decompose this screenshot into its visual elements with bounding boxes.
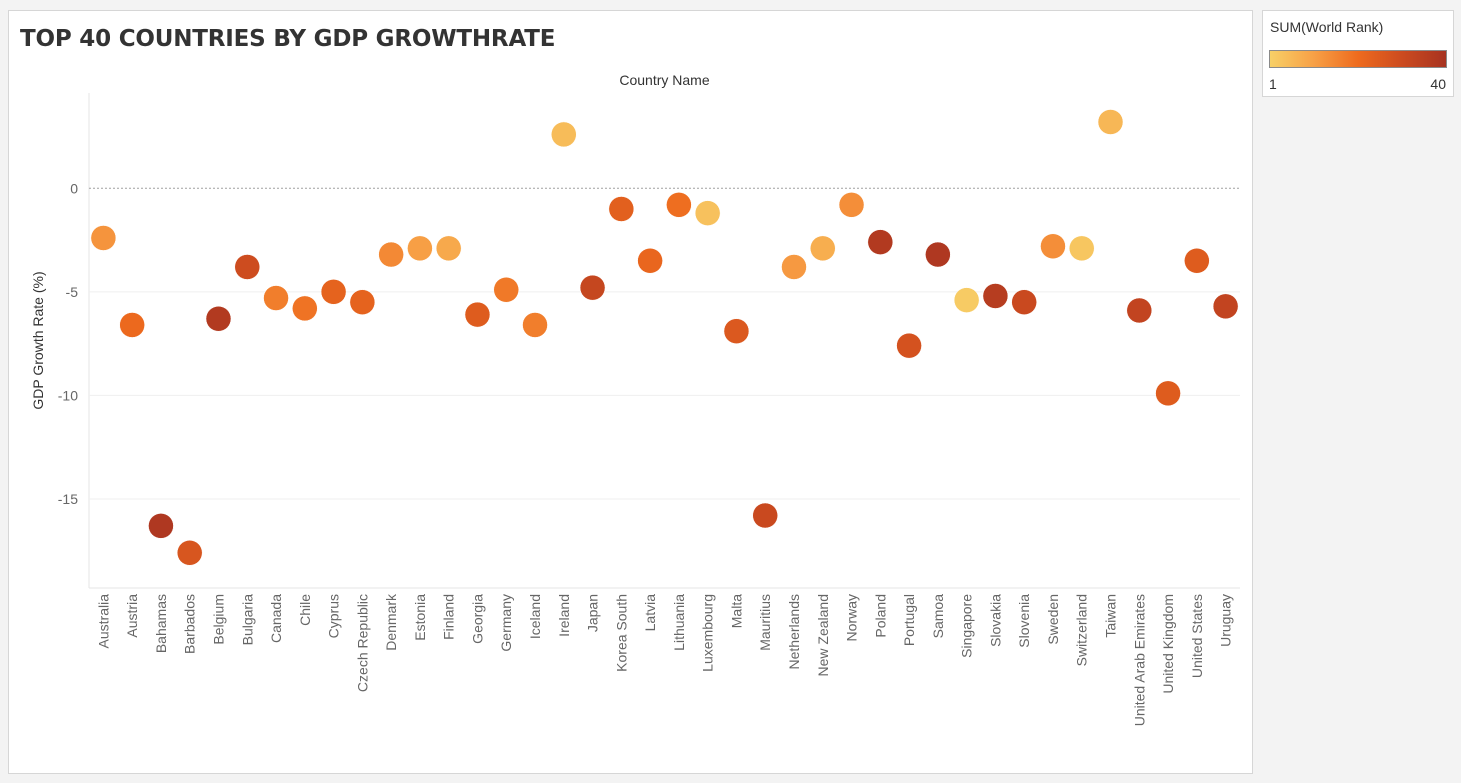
data-point [292,295,318,322]
data-point [781,254,807,280]
data-point [752,502,778,529]
data-point [464,301,491,328]
legend-gradient-bar [1269,50,1447,68]
data-point [608,196,635,222]
x-tick-label: Estonia [412,594,428,641]
x-tick-label: Slovakia [987,594,1003,647]
x-tick-label: Canada [268,594,284,643]
legend-max-label: 40 [1430,76,1446,92]
x-tick-label: Netherlands [786,594,802,670]
x-tick-label: Luxembourg [700,594,716,672]
x-tick-label: Switzerland [1074,594,1090,666]
x-tick-label: Korea South [613,594,629,672]
data-point [493,277,519,303]
chart-panel: TOP 40 COUNTRIES BY GDP GROWTHRATE [8,10,1253,774]
data-point [867,229,894,255]
data-point [435,235,462,262]
data-point [1097,109,1124,135]
x-tick-label: Iceland [527,594,543,639]
x-tick-label: New Zealand [815,594,831,677]
x-tick-label: United Arab Emirates [1131,594,1147,726]
data-point [637,248,663,274]
data-point [1155,380,1181,407]
x-tick-label: Taiwan [1103,594,1119,638]
x-tick-label: Sweden [1045,594,1061,645]
data-point [349,289,376,315]
x-tick-label: Lithuania [671,594,687,651]
column-header-label: Country Name [619,72,709,88]
x-tick-label: Czech Republic [354,594,370,692]
x-tick-label: Chile [297,594,313,626]
y-tick-label: -10 [58,387,78,403]
x-tick-label: Georgia [469,594,485,644]
data-point [263,285,289,311]
x-tick-label: Ireland [556,594,572,637]
chart-title: TOP 40 COUNTRIES BY GDP GROWTHRATE [20,26,556,52]
data-point [320,279,347,305]
x-tick-label: Bulgaria [239,594,255,646]
data-point [579,274,606,301]
y-tick-label: 0 [70,180,78,196]
data-point [723,318,750,344]
data-point [953,287,980,313]
x-tick-label: Denmark [383,593,399,651]
data-point [838,192,865,218]
y-tick-label: -5 [66,284,79,300]
x-tick-label: Belgium [210,594,226,645]
data-point [176,540,203,566]
data-point [148,513,174,539]
legend-min-label: 1 [1269,76,1277,92]
x-tick-label: Malta [728,594,744,628]
data-point [810,235,836,262]
data-point [1011,289,1037,315]
x-tick-label: United States [1189,594,1205,678]
x-tick-label: Finland [441,594,457,640]
y-tick-label: -15 [58,491,78,507]
x-tick-label: Singapore [959,594,975,658]
data-point [1126,297,1153,324]
data-point [90,225,117,251]
data-point [378,241,404,268]
x-tick-label: United Kingdom [1160,594,1176,694]
x-tick-label: Latvia [642,594,658,632]
data-point [522,312,548,338]
data-point [666,192,692,218]
data-point [1212,293,1239,320]
x-tick-label: Cyprus [326,594,342,638]
data-point [982,283,1009,309]
x-tick-label: Slovenia [1016,594,1032,648]
x-tick-label: Australia [95,594,111,649]
data-point [1184,248,1210,274]
x-tick-label: Samoa [930,594,946,639]
data-point [694,200,721,226]
x-tick-label: Germany [498,594,514,652]
data-point [925,241,951,268]
data-point [119,312,145,338]
data-point [551,121,577,148]
x-tick-label: Uruguay [1218,594,1234,647]
data-point [1068,235,1095,262]
y-axis-label: GDP Growth Rate (%) [30,271,46,409]
data-point [407,235,433,262]
x-tick-label: Austria [124,594,140,638]
data-point [234,254,261,280]
x-tick-label: Barbados [182,594,198,654]
x-tick-label: Mauritius [757,594,773,651]
data-point [205,306,232,332]
x-tick-label: Norway [844,594,860,641]
data-point [1040,233,1066,260]
color-legend: SUM(World Rank) 1 40 [1262,10,1454,97]
data-point [896,332,922,359]
x-tick-label: Poland [872,594,888,638]
x-tick-label: Bahamas [153,594,169,653]
x-tick-label: Portugal [901,594,917,646]
x-tick-label: Japan [585,594,601,632]
legend-title: SUM(World Rank) [1270,19,1384,35]
